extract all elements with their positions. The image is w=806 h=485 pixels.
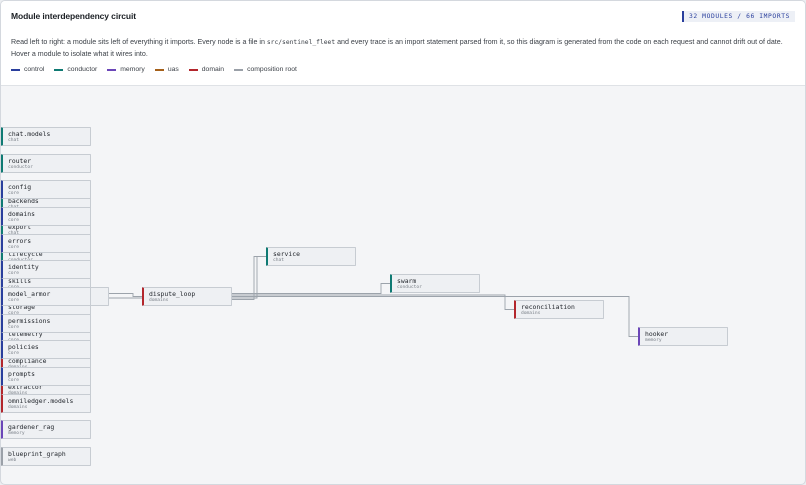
module-node-policies[interactable]: policies core <box>1 340 91 359</box>
legend-swatch <box>234 68 244 71</box>
module-node-gardener-rag[interactable]: gardener_rag memory <box>1 420 91 439</box>
module-name: lifecycle <box>8 250 43 258</box>
legend-label: memory <box>120 66 145 73</box>
module-group: domains <box>521 311 541 316</box>
module-node-service[interactable]: service chat <box>266 247 356 266</box>
module-name: dispute_loop <box>149 290 196 298</box>
module-name: omniledger.models <box>8 397 74 405</box>
legend-item-composition-root: composition root <box>234 66 297 73</box>
description: Read left to right: a module sits left o… <box>11 37 797 60</box>
module-node-prompts[interactable]: prompts core <box>1 367 91 386</box>
module-node-permissions[interactable]: permissions core <box>1 314 91 333</box>
legend-label: control <box>24 66 45 73</box>
module-name: chat.models <box>8 130 51 138</box>
description-text: Read left to right: a module sits left o… <box>11 38 267 46</box>
module-node-errors[interactable]: errors core <box>1 234 91 253</box>
module-group: core <box>8 245 20 250</box>
module-node-hooker[interactable]: hooker memory <box>638 327 728 346</box>
module-group: core <box>8 378 20 383</box>
module-name: storage <box>8 303 35 311</box>
module-name: domains <box>8 210 35 218</box>
legend-swatch <box>188 68 198 71</box>
module-group: core <box>8 271 20 276</box>
module-node-identity[interactable]: identity core <box>1 260 91 279</box>
legend-label: domain <box>201 66 225 73</box>
module-group: web <box>8 458 17 463</box>
module-name: prompts <box>8 370 35 378</box>
module-node-omniledger-models[interactable]: omniledger.models domains <box>1 394 91 413</box>
page-title: Module interdependency circuit <box>11 11 136 21</box>
module-name: policies <box>8 343 39 351</box>
module-name: gardener_rag <box>8 423 55 431</box>
module-node-model-armor[interactable]: model_armor core <box>1 287 91 306</box>
module-name: reconciliation <box>521 303 575 311</box>
module-group: core <box>8 311 90 317</box>
legend: control conductor memory uas domain compositi… <box>11 66 297 73</box>
module-node-domains[interactable]: domains core <box>1 207 91 226</box>
legend-item-memory: memory <box>107 66 145 73</box>
module-group: core <box>8 351 20 356</box>
module-name: hooker <box>645 330 669 338</box>
module-group: domains <box>149 298 169 303</box>
module-name: swarm <box>397 277 417 285</box>
module-node-config[interactable]: config core <box>1 180 91 199</box>
import-trace <box>109 293 142 297</box>
module-node-router[interactable]: router conductor <box>1 154 91 173</box>
legend-item-control: control <box>11 66 44 73</box>
legend-item-domain: domain <box>188 66 225 73</box>
module-name: service <box>273 250 300 258</box>
module-name: skills <box>8 277 32 285</box>
legend-label: composition root <box>247 66 297 73</box>
source-path: src/sentinel_fleet <box>266 39 336 46</box>
module-name: identity <box>8 263 39 271</box>
module-count-badge: 32 MODULES / 66 IMPORTS <box>682 11 795 22</box>
module-name: model_armor <box>8 290 51 298</box>
module-group: chat <box>8 231 90 237</box>
module-name: export <box>8 223 32 231</box>
module-group: chat <box>273 258 285 263</box>
module-group: conductor <box>8 165 33 170</box>
module-node-swarm[interactable]: swarm conductor <box>390 274 480 293</box>
module-group: chat <box>8 138 20 143</box>
module-group: core <box>8 298 20 303</box>
import-trace <box>232 296 638 337</box>
module-name: permissions <box>8 317 51 325</box>
legend-swatch <box>107 68 117 71</box>
module-name: backends <box>8 197 39 205</box>
module-group: conductor <box>397 285 422 290</box>
module-group: domains <box>8 405 28 410</box>
module-group: core <box>8 191 20 196</box>
module-name: router <box>8 157 32 165</box>
module-name: compliance <box>8 357 47 365</box>
legend-swatch <box>154 68 164 71</box>
module-name: errors <box>8 237 32 245</box>
circuit-diagram: serverwebdispute_loopdomainsservicechats… <box>1 97 805 484</box>
import-trace <box>232 283 390 294</box>
legend-swatch <box>11 68 20 71</box>
module-name: extractor <box>8 383 43 391</box>
module-name: config <box>8 183 32 191</box>
module-group: domains <box>8 391 90 397</box>
import-trace <box>232 256 266 300</box>
description-text-continued: and every trace is an import statement p… <box>11 38 783 58</box>
legend-item-conductor: conductor <box>54 66 97 73</box>
legend-label: uas <box>167 66 179 73</box>
module-node-reconciliation[interactable]: reconciliation domains <box>514 300 604 319</box>
module-group: core <box>8 325 20 330</box>
module-group: core <box>8 218 20 223</box>
module-name: blueprint_graph <box>8 450 66 458</box>
module-node-blueprint-graph[interactable]: blueprint_graph web <box>1 447 91 466</box>
legend-item-uas: uas <box>154 66 179 73</box>
import-trace <box>232 294 514 310</box>
legend-label: conductor <box>67 66 98 73</box>
module-group: memory <box>645 338 662 343</box>
module-node-chat-models[interactable]: chat.models chat <box>1 127 91 146</box>
panel-header: Module interdependency circuit 32 MODULE… <box>1 1 805 86</box>
legend-swatch <box>54 68 64 71</box>
module-name: telemetry <box>8 330 43 338</box>
module-node-dispute-loop[interactable]: dispute_loop domains <box>142 287 232 306</box>
import-traces <box>1 97 638 337</box>
module-group: memory <box>8 431 25 436</box>
